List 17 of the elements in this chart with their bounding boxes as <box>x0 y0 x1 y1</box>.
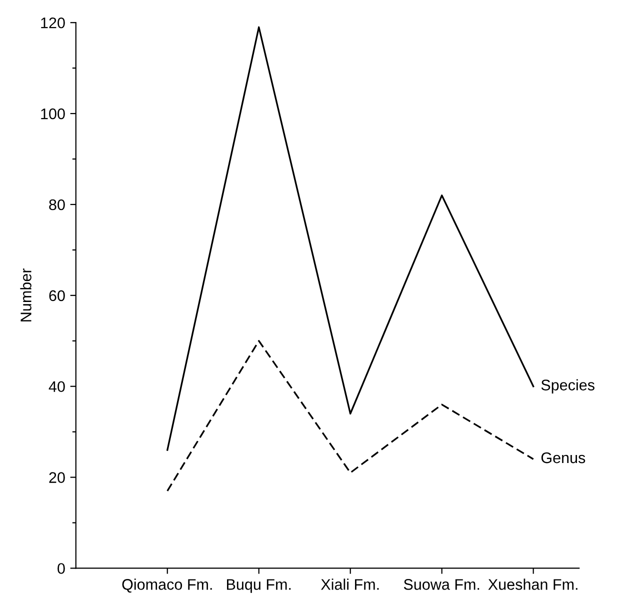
y-tick-label: 100 <box>41 108 65 120</box>
x-tick-label: Qiomaco Fm. <box>122 578 212 593</box>
y-tick-label: 120 <box>41 17 65 28</box>
x-tick-label: Xiali Fm. <box>320 578 379 590</box>
x-tick-label: Xueshan Fm. <box>488 578 578 590</box>
y-tick-label: 0 <box>58 563 65 574</box>
y-tick-label: 40 <box>48 381 65 392</box>
y-tick-label: 60 <box>49 290 65 302</box>
y-axis-title: Number <box>20 268 32 322</box>
series-label: Genus <box>541 452 586 464</box>
y-tick-label: 80 <box>49 199 65 210</box>
x-tick-label: Suowa Fm. <box>404 579 480 590</box>
x-tick-label: Buqu Fm. <box>227 579 291 593</box>
y-tick-label: 20 <box>49 472 65 483</box>
line-series <box>166 340 534 492</box>
series-label: Species <box>541 379 594 394</box>
line-series <box>166 26 534 451</box>
